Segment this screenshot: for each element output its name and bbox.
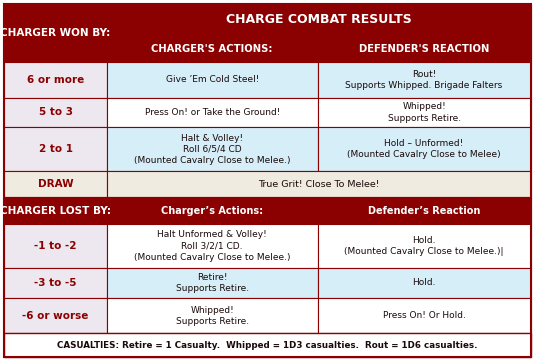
Bar <box>4 298 107 333</box>
Bar <box>317 36 531 62</box>
Bar <box>107 62 317 97</box>
Bar <box>317 197 531 224</box>
Text: Press On! Or Hold.: Press On! Or Hold. <box>383 311 465 320</box>
Bar <box>317 298 531 333</box>
Text: Charger’s Actions:: Charger’s Actions: <box>161 206 263 216</box>
Bar <box>4 97 107 127</box>
Bar <box>107 36 317 62</box>
Bar <box>317 268 531 298</box>
Bar <box>107 268 317 298</box>
Text: Defender’s Reaction: Defender’s Reaction <box>368 206 480 216</box>
Text: Rout!
Supports Whipped. Brigade Falters: Rout! Supports Whipped. Brigade Falters <box>346 70 503 90</box>
Text: Retire!
Supports Retire.: Retire! Supports Retire. <box>175 273 249 293</box>
Bar <box>4 62 107 97</box>
Text: DRAW: DRAW <box>38 179 73 189</box>
Text: -6 or worse: -6 or worse <box>22 310 89 321</box>
Bar <box>4 4 107 62</box>
Bar <box>107 197 317 224</box>
Bar <box>107 4 531 36</box>
Text: 6 or more: 6 or more <box>27 75 84 85</box>
Text: Hold.: Hold. <box>412 278 436 287</box>
Text: CHARGE COMBAT RESULTS: CHARGE COMBAT RESULTS <box>226 13 412 26</box>
Bar <box>4 127 107 171</box>
Bar <box>4 268 107 298</box>
Text: CHARGER WON BY:: CHARGER WON BY: <box>1 29 111 38</box>
Bar <box>317 62 531 97</box>
Bar <box>4 333 531 357</box>
Text: Press On! or Take the Ground!: Press On! or Take the Ground! <box>144 108 280 117</box>
Text: Whipped!
Supports Retire.: Whipped! Supports Retire. <box>175 305 249 326</box>
Bar <box>107 127 317 171</box>
Text: Whipped!
Supports Retire.: Whipped! Supports Retire. <box>387 103 461 122</box>
Text: Halt Unformed & Volley!
Roll 3/2/1 CD.
(Mounted Cavalry Close to Melee.): Halt Unformed & Volley! Roll 3/2/1 CD. (… <box>134 230 291 262</box>
Text: Hold – Unformed!
(Mounted Cavalry Close to Melee): Hold – Unformed! (Mounted Cavalry Close … <box>347 139 501 160</box>
Bar <box>4 224 107 268</box>
Text: Halt & Volley!
Roll 6/5/4 CD
(Mounted Cavalry Close to Melee.): Halt & Volley! Roll 6/5/4 CD (Mounted Ca… <box>134 134 291 165</box>
Text: DEFENDER'S REACTION: DEFENDER'S REACTION <box>359 44 490 54</box>
Bar <box>107 171 531 197</box>
Text: 2 to 1: 2 to 1 <box>39 144 73 155</box>
Text: 5 to 3: 5 to 3 <box>39 108 73 117</box>
Text: Hold.
(Mounted Cavalry Close to Melee.)|: Hold. (Mounted Cavalry Close to Melee.)| <box>345 236 504 256</box>
Bar <box>107 97 317 127</box>
Bar <box>317 127 531 171</box>
Bar <box>4 197 107 224</box>
Text: -3 to -5: -3 to -5 <box>34 278 77 288</box>
Text: -1 to -2: -1 to -2 <box>34 241 77 251</box>
Text: CASUALTIES: Retire = 1 Casualty.  Whipped = 1D3 casualties.  Rout = 1D6 casualti: CASUALTIES: Retire = 1 Casualty. Whipped… <box>57 341 478 350</box>
Bar <box>4 171 107 197</box>
Text: CHARGER'S ACTIONS:: CHARGER'S ACTIONS: <box>151 44 273 54</box>
Bar <box>317 97 531 127</box>
Text: Give ’Em Cold Steel!: Give ’Em Cold Steel! <box>165 75 259 84</box>
Text: True Grit! Close To Melee!: True Grit! Close To Melee! <box>258 180 379 189</box>
Bar <box>107 298 317 333</box>
Text: CHARGER LOST BY:: CHARGER LOST BY: <box>0 206 111 216</box>
Bar <box>107 224 317 268</box>
Bar <box>317 224 531 268</box>
